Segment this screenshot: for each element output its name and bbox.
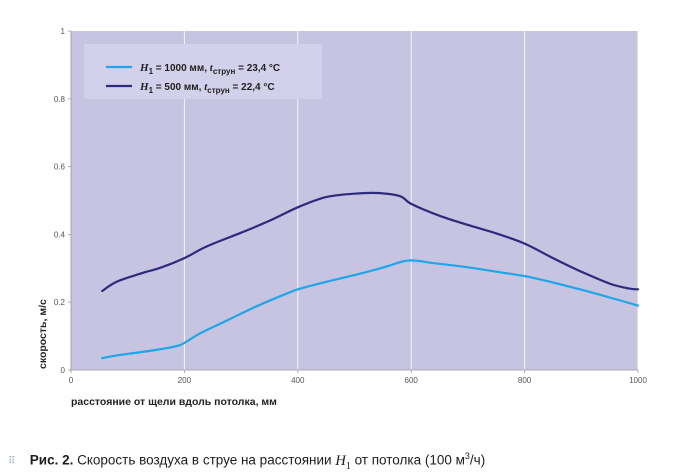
figure-caption: ⠿ Рис. 2. Скорость воздуха в струе на ра… — [8, 451, 668, 471]
x-tick-label-200: 200 — [178, 376, 192, 385]
x-tick-label-600: 600 — [405, 376, 419, 385]
y-tick-label-0.2: 0.2 — [54, 298, 66, 307]
x-axis-title: расстояние от щели вдоль потолка, мм — [71, 396, 277, 408]
caption-unit-end: /ч) — [469, 452, 486, 468]
x-tick-label-800: 800 — [518, 376, 532, 385]
line-chart: 0 0.2 0.4 0.6 0.8 1 0 200 400 600 800 1000 H1 = 100… — [37, 27, 648, 408]
caption-variable: H1 — [335, 452, 351, 472]
axes — [70, 31, 638, 371]
caption-label: Рис. 2. — [29, 452, 74, 468]
tick-labels: 0 0.2 0.4 0.6 0.8 1 0 200 400 600 800 1000 — [54, 27, 648, 385]
y-axis-title: скорость, м/с — [37, 299, 49, 369]
y-tick-label-0.4: 0.4 — [54, 230, 66, 239]
x-tick-label-0: 0 — [69, 376, 74, 385]
legend-entry-series-2: H1 = 500 мм, tструн = 22,4 °C — [139, 81, 275, 95]
legend-box — [84, 44, 322, 99]
legend-entry-series-1: H1 = 1000 мм, tструн = 23,4 °C — [139, 62, 280, 76]
legend: H1 = 1000 мм, tструн = 23,4 °C H1 = 500 … — [84, 44, 322, 99]
series-group — [101, 191, 640, 360]
caption-text-end: от потолка (100 м — [350, 452, 465, 468]
y-tick-label-0.6: 0.6 — [54, 163, 66, 172]
series-line-2 — [101, 191, 640, 293]
y-tick-label-0: 0 — [61, 366, 66, 375]
y-tick-label-0.8: 0.8 — [54, 95, 66, 104]
x-tick-label-400: 400 — [291, 376, 305, 385]
y-tick-label-1: 1 — [61, 27, 66, 36]
caption-dots-icon: ⠿ — [8, 455, 15, 467]
x-tick-label-1000: 1000 — [629, 376, 647, 385]
caption-superscript: 3 — [464, 451, 470, 461]
caption-text: Скорость воздуха в струе на расстоянии — [73, 452, 336, 468]
series-line-1 — [101, 259, 640, 360]
